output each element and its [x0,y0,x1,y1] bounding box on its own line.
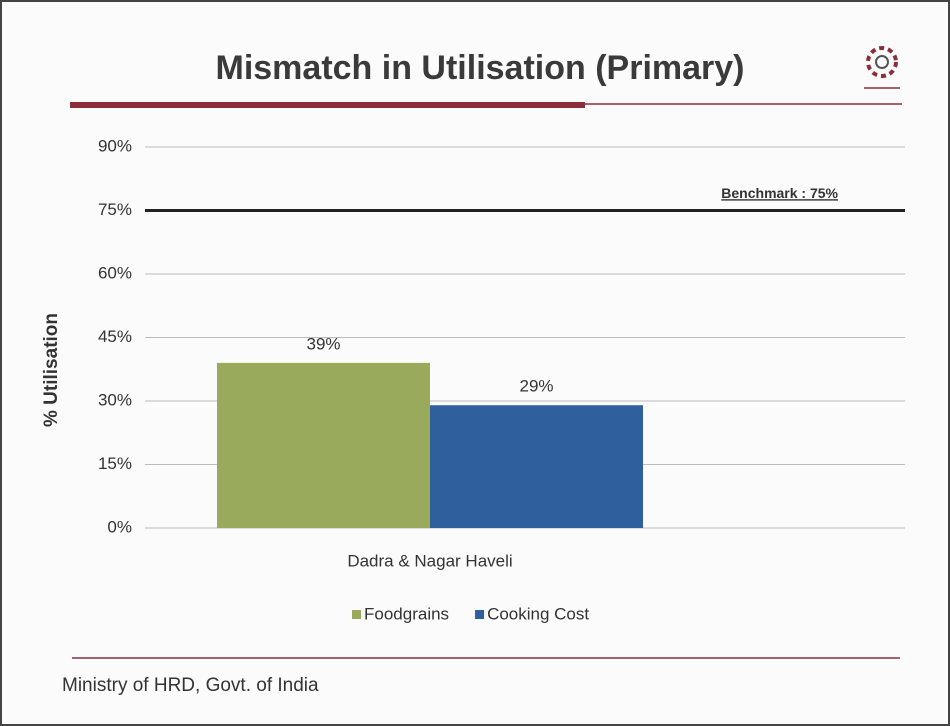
bar [217,362,430,528]
logo [864,46,900,89]
value-label: 39% [306,334,340,353]
y-tick-label: 0% [107,517,132,536]
y-tick-label: 90% [98,136,132,155]
y-tick-label: 30% [98,390,132,409]
legend-swatch [475,610,485,619]
legend-swatch [352,610,361,619]
value-label: 29% [519,377,553,396]
benchmark-label: Benchmark : 75% [721,185,838,201]
y-axis-label: % Utilisation [41,313,62,427]
x-tick-label: Dadra & Nagar Haveli [347,551,512,570]
footer-text: Ministry of HRD, Govt. of India [62,675,319,696]
slide-title: Mismatch in Utilisation (Primary) [216,49,745,87]
y-tick-label: 45% [98,327,132,346]
title-underline [70,102,585,108]
y-tick-label: 60% [98,263,132,282]
bar [430,405,643,528]
legend-label: Foodgrains [364,604,449,623]
legend-label: Cooking Cost [487,604,589,623]
y-tick-label: 75% [98,200,132,219]
y-tick-label: 15% [98,454,132,473]
